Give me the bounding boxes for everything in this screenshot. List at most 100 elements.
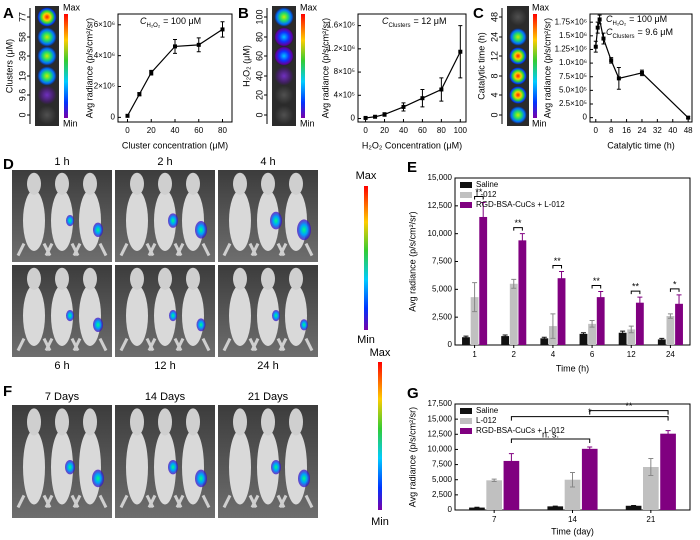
- data-point: [401, 104, 406, 109]
- legend-swatch: [460, 428, 472, 434]
- signal: [168, 459, 178, 475]
- data-point: [196, 42, 201, 47]
- mouse-leg: [119, 242, 155, 257]
- error-bar: [552, 505, 558, 508]
- data-line: [365, 51, 461, 119]
- y-tick-label: 15,000: [428, 414, 453, 423]
- mouse-body: [79, 429, 101, 505]
- time-label: 21 Days: [248, 391, 289, 403]
- y-tick-label: 0: [448, 505, 453, 514]
- panel-letter: A: [3, 5, 14, 22]
- signal: [300, 319, 308, 331]
- x-tick-label: 24: [638, 126, 647, 135]
- signal: [196, 318, 206, 332]
- plate-axis-label: Catalytic time (h): [476, 32, 486, 100]
- bar: [618, 332, 627, 345]
- mouse-leg: [147, 494, 183, 509]
- plate-tick-label: 12: [489, 51, 499, 61]
- mouse-head: [83, 408, 97, 436]
- mouse-leg: [147, 337, 183, 352]
- significance-label: *: [673, 279, 677, 289]
- significance-bracket: [589, 410, 669, 415]
- mouse-head: [55, 172, 69, 195]
- signal: [297, 219, 311, 241]
- well: [37, 27, 57, 47]
- legend-label: L-012: [476, 190, 497, 199]
- annotation: CH₂O₂ = 100 μM: [606, 14, 667, 26]
- data-point: [458, 49, 463, 54]
- mouse-leg: [119, 494, 155, 509]
- bar: [588, 323, 596, 345]
- plate-tick-label: 39: [17, 51, 27, 61]
- y-tick-label: 2,500: [432, 312, 453, 321]
- y-tick-label: 5.0×10⁵: [559, 85, 587, 94]
- error-bar: [491, 478, 497, 483]
- plate-tick-label: 19: [17, 71, 27, 81]
- error-bar: [570, 471, 575, 488]
- plate-tick-label: 100: [254, 9, 264, 24]
- signal: [168, 213, 178, 228]
- data-point: [597, 17, 602, 22]
- colorbar-min: Min: [371, 516, 389, 528]
- data-point: [595, 25, 600, 30]
- legend-label: Saline: [476, 180, 499, 189]
- y-tick-label: 1.25×10⁶: [555, 45, 587, 54]
- plate-tick-label: 40: [254, 71, 264, 81]
- bar: [581, 448, 598, 510]
- error-bar: [541, 336, 547, 340]
- mouse-leg: [44, 242, 80, 257]
- x-axis-label: Cluster concentration (μM): [122, 140, 228, 150]
- mouse-body: [126, 285, 148, 346]
- data-point: [439, 87, 444, 92]
- y-tick-label: 5,000: [432, 284, 453, 293]
- well: [274, 27, 294, 47]
- y-tick-label: 10,000: [428, 229, 453, 238]
- error-bar: [511, 278, 517, 289]
- mouse-leg: [72, 242, 108, 257]
- well: [274, 105, 294, 125]
- y-tick-label: 0: [111, 112, 116, 121]
- annotation-subscript: Clusters: [389, 23, 411, 29]
- signal: [195, 469, 207, 488]
- x-tick-label: 80: [437, 126, 446, 135]
- colorbar-max: Max: [356, 170, 377, 182]
- annotation-symbol: C: [606, 14, 613, 24]
- annotation-value: = 9.6 μM: [638, 27, 673, 37]
- mouse-head: [158, 172, 172, 195]
- time-label: 6 h: [54, 360, 69, 372]
- y-tick-label: 1.75×10⁶: [555, 17, 587, 26]
- y-tick-label: 12,500: [428, 429, 453, 438]
- mouse-body: [257, 285, 279, 346]
- annotation-value: = 12 μM: [414, 16, 447, 26]
- error-bar: [559, 271, 565, 286]
- mouse-body: [23, 190, 45, 251]
- y-axis-label: Avg radiance (p/s/cm²/sr): [84, 18, 94, 118]
- mouse-body: [79, 285, 101, 346]
- mouse-body: [257, 190, 279, 251]
- well: [509, 106, 527, 124]
- bar: [564, 479, 581, 510]
- y-tick-label: 5,000: [432, 475, 453, 484]
- bar: [470, 297, 479, 345]
- error-bar: [519, 233, 525, 248]
- y-tick-label: 2×10⁶: [94, 82, 115, 91]
- legend-label: RGD-BSA-CuCs + L-012: [476, 200, 565, 209]
- bar: [579, 333, 588, 345]
- colorbar-min: Min: [63, 118, 78, 128]
- y-tick-label: 7,500: [432, 257, 453, 266]
- x-axis-label: H₂O₂ Concentration (μM): [362, 140, 462, 150]
- data-point: [149, 70, 154, 75]
- error-bar: [480, 201, 486, 232]
- annotation-subscript: H₂O₂: [147, 23, 161, 29]
- significance-label: **: [554, 256, 562, 266]
- mouse-head: [289, 267, 303, 290]
- error-bar: [502, 334, 508, 338]
- mouse-body: [23, 429, 45, 505]
- y-tick-label: 4×10⁶: [94, 51, 115, 60]
- mouse-leg: [16, 494, 52, 509]
- significance-label: **: [625, 401, 633, 411]
- x-axis-label: Time (h): [556, 363, 589, 373]
- panel-letter: F: [3, 383, 12, 400]
- x-tick-label: 0: [594, 126, 599, 135]
